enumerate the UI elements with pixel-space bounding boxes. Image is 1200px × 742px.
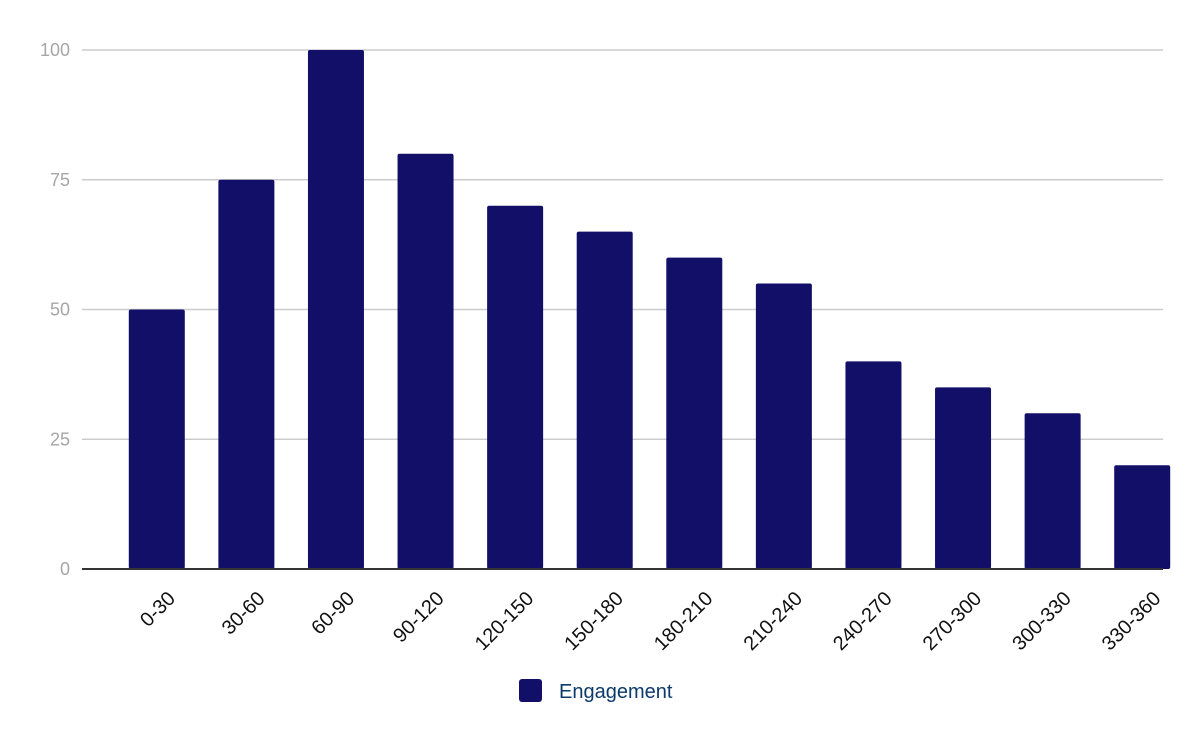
- bar-30-60[interactable]: [218, 179, 275, 569]
- x-tick-label: 240-270: [829, 588, 896, 655]
- bar-300-330[interactable]: [1024, 413, 1081, 569]
- y-axis-ticks: 0 25 50 75 100: [40, 40, 70, 579]
- y-tick-label: 100: [40, 40, 70, 60]
- bar-180-210[interactable]: [666, 257, 723, 569]
- x-tick-label: 270-300: [919, 588, 986, 655]
- bar-120-150[interactable]: [487, 205, 544, 569]
- bar-270-300[interactable]: [935, 387, 992, 569]
- x-tick-label: 30-60: [218, 588, 270, 640]
- y-tick-label: 75: [50, 170, 70, 190]
- x-tick-label: 90-120: [389, 588, 449, 648]
- x-tick-label: 60-90: [307, 588, 359, 640]
- x-tick-label: 210-240: [740, 588, 807, 655]
- bar-210-240[interactable]: [755, 283, 812, 569]
- bar-150-180[interactable]: [576, 231, 633, 569]
- bar-90-120[interactable]: [397, 153, 454, 570]
- x-tick-label: 150-180: [560, 588, 627, 655]
- x-tick-label: 180-210: [650, 588, 717, 655]
- legend-swatch-engagement[interactable]: [519, 679, 542, 702]
- y-tick-label: 25: [50, 429, 70, 449]
- bar-240-270[interactable]: [845, 361, 902, 569]
- bar-0-30[interactable]: [128, 309, 185, 570]
- x-axis-labels: 0-30 30-60 60-90 90-120 120-150 150-180 180-21…: [136, 588, 1165, 655]
- legend[interactable]: Engagement: [519, 679, 673, 703]
- bar-330-360[interactable]: [1114, 465, 1171, 569]
- y-tick-label: 50: [50, 300, 70, 320]
- y-tick-label: 0: [60, 559, 70, 579]
- x-tick-label: 0-30: [136, 588, 180, 632]
- x-tick-label: 300-330: [1008, 588, 1075, 655]
- bars: [128, 50, 1171, 570]
- legend-label-engagement[interactable]: Engagement: [559, 681, 673, 703]
- x-tick-label: 120-150: [471, 588, 538, 655]
- x-tick-label: 330-360: [1098, 588, 1165, 655]
- bar-60-90[interactable]: [307, 50, 364, 569]
